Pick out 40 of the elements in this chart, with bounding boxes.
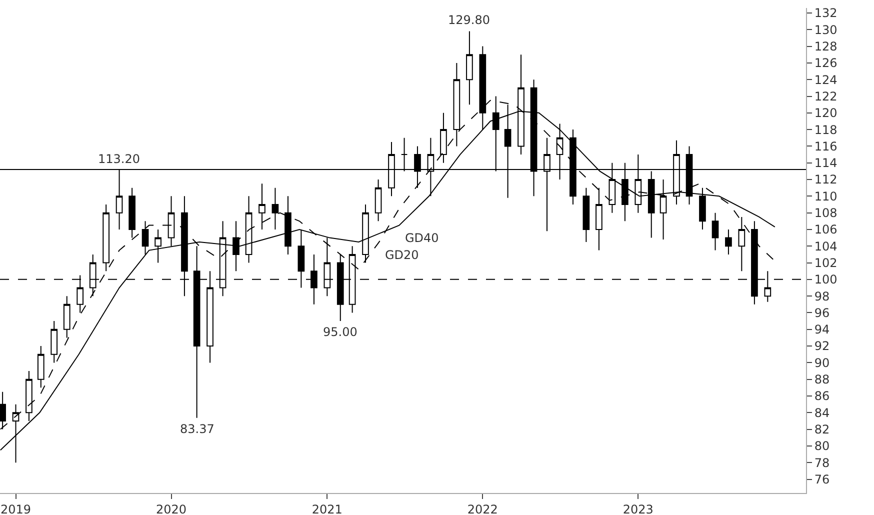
annotation: 113.20 [98, 152, 140, 166]
x-tick-label: 2023 [622, 502, 654, 515]
y-tick-label: 86 [814, 389, 830, 404]
y-tick-label: 126 [814, 56, 838, 70]
annotation: 83.37 [180, 422, 214, 436]
y-tick-label: 82 [814, 422, 830, 436]
y-tick-label: 120 [814, 106, 838, 120]
y-tick-label: 116 [814, 139, 838, 154]
y-tick-label: 108 [814, 206, 838, 220]
series-label: GD40 [405, 231, 439, 245]
y-tick-label: 122 [814, 89, 838, 104]
y-tick-label: 84 [814, 406, 830, 420]
y-tick-label: 90 [814, 356, 830, 370]
y-tick-label: 92 [814, 339, 830, 354]
y-tick-label: 78 [814, 456, 830, 470]
x-tick-label: 2019 [0, 502, 32, 515]
y-tick-label: 114 [814, 156, 838, 170]
y-tick-label: 130 [814, 22, 838, 37]
x-tick-label: 2020 [156, 502, 187, 515]
y-tick-label: 100 [814, 272, 838, 287]
x-tick-label: 2021 [312, 502, 342, 515]
y-tick-label: 118 [814, 122, 838, 137]
y-tick-label: 106 [814, 222, 838, 237]
x-tick-label: 2022 [467, 502, 498, 515]
y-tick-label: 102 [814, 256, 838, 270]
y-tick-label: 96 [814, 306, 830, 320]
y-tick-label: 128 [814, 40, 838, 54]
y-tick-label: 112 [814, 172, 838, 187]
y-tick-label: 110 [814, 189, 838, 204]
y-tick-label: 76 [814, 472, 830, 486]
annotation: 95.00 [323, 325, 358, 339]
y-tick-label: 88 [814, 372, 830, 387]
y-tick-label: 132 [814, 6, 838, 20]
y-tick-label: 98 [814, 289, 830, 304]
annotation: 129.80 [448, 13, 490, 27]
y-tick-label: 80 [814, 439, 830, 454]
series-label: GD20 [385, 248, 419, 262]
y-tick-label: 124 [814, 72, 838, 87]
y-tick-label: 104 [814, 239, 838, 254]
y-tick-label: 94 [814, 322, 830, 337]
